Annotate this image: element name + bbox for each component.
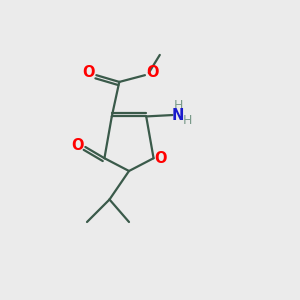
Text: H: H bbox=[174, 99, 183, 112]
Text: O: O bbox=[71, 138, 84, 153]
Text: H: H bbox=[183, 114, 192, 128]
Text: O: O bbox=[83, 65, 95, 80]
Text: N: N bbox=[172, 108, 184, 123]
Text: O: O bbox=[154, 151, 167, 166]
Text: O: O bbox=[146, 65, 159, 80]
